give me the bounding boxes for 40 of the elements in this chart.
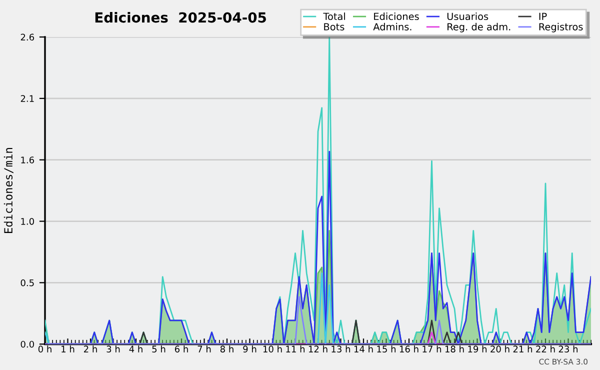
x-tick-label: 1 h	[62, 345, 74, 352]
y-tick-label: 2.6	[20, 34, 34, 41]
y-tick-label: 0.0	[20, 340, 34, 348]
x-tick-label: 19 h	[468, 345, 487, 352]
y-tick-label: 1.6	[21, 156, 34, 164]
x-tick-label: 8 h	[220, 345, 234, 352]
y-tick-label: 2.1	[20, 95, 34, 102]
x-tick-label: 9 h	[243, 345, 256, 352]
y-tick-label: 0.5	[20, 279, 34, 286]
x-tick-label: 3 h	[106, 345, 120, 352]
x-tick-label: 11 h	[286, 345, 305, 352]
legend-label: Bots	[324, 23, 344, 30]
x-tick-label: 0 h	[38, 345, 52, 352]
legend-label: Registros	[539, 22, 583, 32]
legend-label: Usuarios	[447, 12, 488, 20]
x-tick-label: 23 h	[558, 345, 578, 352]
x-tick-label: 14 h	[354, 345, 373, 352]
legend-label: Reg. de adm.	[448, 22, 510, 32]
legend-label: Admins.	[373, 22, 412, 30]
legend-label: Ediciones	[374, 12, 419, 20]
legend-label: IP	[539, 12, 547, 20]
x-tick-label: 15 h	[377, 345, 396, 352]
x-tick-label: 17 h	[422, 345, 442, 352]
y-tick-label: 1.0	[21, 218, 34, 225]
x-tick-label: 18 h	[445, 345, 464, 352]
x-tick-label: 16 h	[400, 345, 418, 352]
x-tick-label: 22 h	[536, 345, 555, 352]
x-tick-label: 20 h	[490, 345, 510, 352]
x-tick-label: 4 h	[129, 345, 142, 352]
x-tick-label: 13 h	[332, 345, 350, 352]
x-tick-label: 2 h	[84, 345, 97, 352]
x-tick-label: 21 h	[513, 345, 532, 352]
x-tick-label: 12 h	[308, 345, 328, 352]
y-axis-title: Ediciones/min	[4, 148, 14, 233]
x-tick-label: 7 h	[198, 345, 211, 352]
chart-title: Ediciones 2025-04-05	[95, 12, 266, 23]
x-tick-label: 6 h	[174, 345, 188, 352]
x-tick-label: 5 h	[152, 345, 166, 352]
legend-label: Total	[323, 12, 345, 20]
x-tick-label: 10 h	[263, 345, 282, 352]
